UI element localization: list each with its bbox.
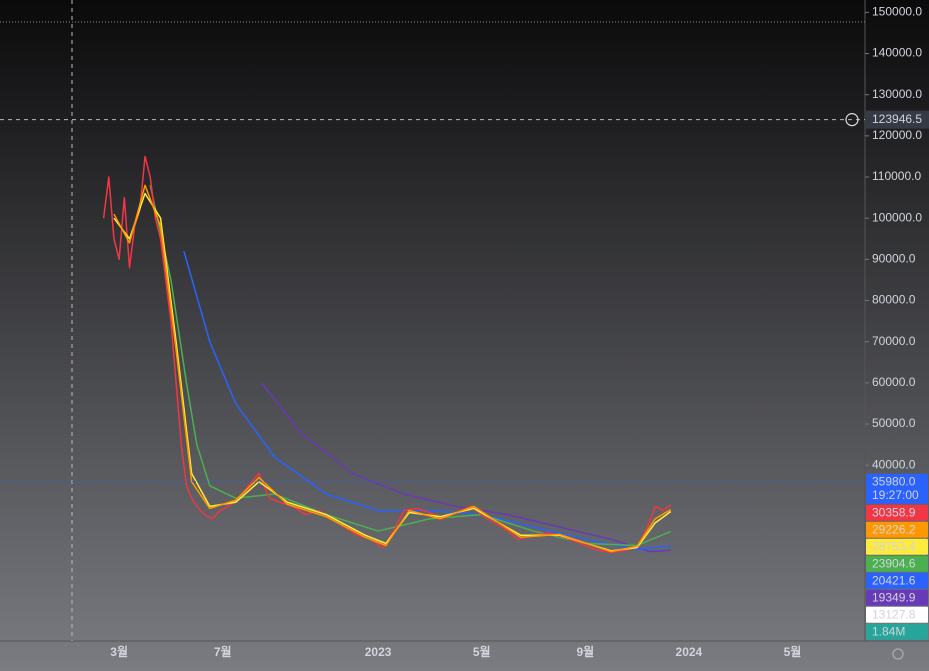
price-badge-sub: 19:27:00	[872, 488, 919, 502]
x-tick-label: 3월	[110, 644, 128, 659]
y-tick-label: 140000.0	[872, 46, 922, 60]
y-tick-label: 110000.0	[872, 169, 921, 183]
settings-icon[interactable]	[892, 648, 904, 660]
price-badge	[866, 473, 928, 504]
price-badge	[866, 555, 928, 572]
y-tick-label: 100000.0	[872, 210, 922, 224]
price-badge	[866, 606, 928, 623]
x-tick-label: 5월	[473, 644, 491, 659]
price-badge-text: 23904.6	[872, 556, 916, 570]
price-badge-text: 19349.9	[872, 590, 916, 604]
crosshair-plus	[845, 113, 859, 127]
price-badge	[866, 572, 928, 589]
series-line	[113, 184, 672, 553]
price-badge	[866, 504, 928, 521]
price-badge-text: 28753.4	[872, 539, 916, 553]
price-badge	[866, 623, 928, 640]
price-badge-text: 20421.6	[872, 573, 916, 587]
crosshair-label-bg	[866, 110, 929, 129]
price-badge-text: 1.84M	[872, 624, 905, 638]
price-badge-text: 29226.2	[872, 522, 916, 536]
y-tick-label: 60000.0	[872, 375, 916, 389]
y-tick-label: 90000.0	[872, 252, 916, 266]
y-tick-label: 50000.0	[872, 416, 916, 430]
y-tick-label: 130000.0	[872, 87, 922, 101]
x-tick-label: 7월	[214, 644, 232, 659]
price-badge	[866, 538, 928, 555]
y-tick-label: 120000.0	[872, 128, 922, 142]
price-badge-text: 13127.8	[872, 607, 916, 621]
x-tick-label: 2024	[676, 645, 703, 659]
y-tick-label: 40000.0	[872, 457, 916, 471]
x-tick-label: 5월	[784, 644, 802, 659]
crosshair-label: 123946.5	[872, 112, 922, 126]
price-badge	[866, 589, 928, 606]
price-badge	[866, 521, 928, 538]
x-tick-label: 2023	[365, 645, 392, 659]
x-tick-label: 9월	[576, 644, 594, 659]
price-badge-text: 35980.0	[872, 474, 916, 488]
price-badge-text: 30358.9	[872, 505, 916, 519]
y-tick-label: 70000.0	[872, 334, 916, 348]
y-tick-label: 150000.0	[872, 5, 922, 19]
y-tick-label: 80000.0	[872, 293, 916, 307]
